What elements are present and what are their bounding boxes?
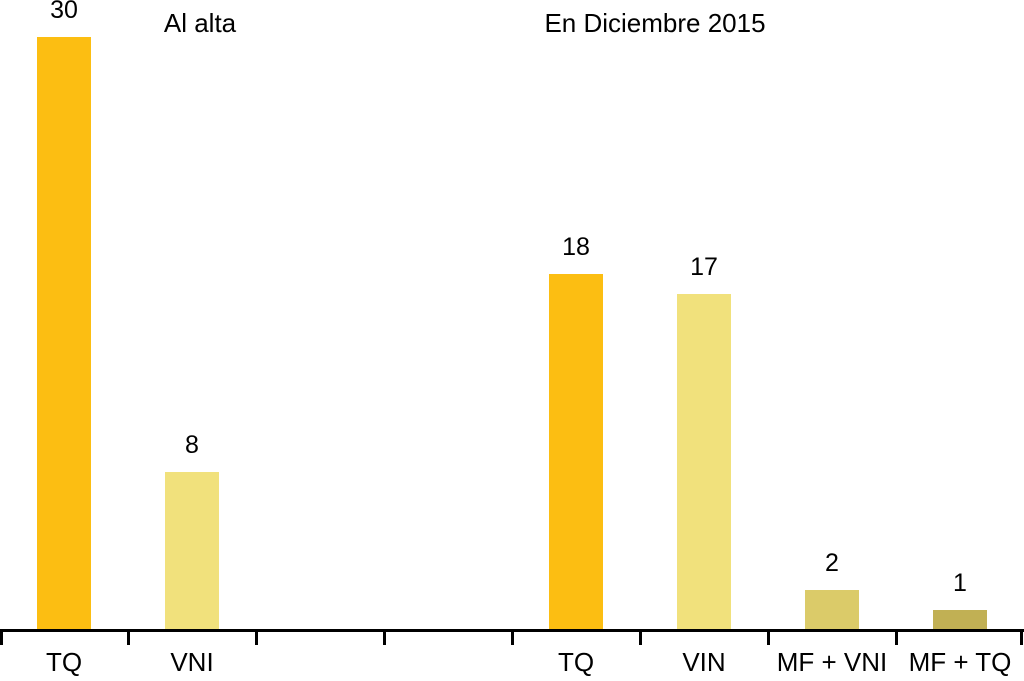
bar-value-label: 2 (825, 549, 839, 577)
x-axis-label: VNI (170, 647, 214, 677)
bar-al-alta-tq (37, 37, 91, 630)
axis-tick (254, 629, 258, 645)
x-axis-label: MF + VNI (776, 647, 888, 677)
left-group-title: Al alta (163, 8, 237, 38)
bar-value-label: 17 (690, 253, 718, 281)
axis-tick (0, 629, 3, 645)
chart-title: En Diciembre 2015 (544, 8, 766, 38)
bar-value-label: 1 (953, 569, 967, 597)
axis-tick (382, 629, 386, 645)
x-axis-label: MF + TQ (908, 647, 1012, 677)
x-axis-label: TQ (557, 647, 595, 677)
bar-value-label: 8 (185, 431, 199, 459)
x-axis-line (0, 629, 1024, 632)
x-axis-label: VIN (682, 647, 726, 677)
axis-tick (638, 629, 642, 645)
bar-en-diciembre-2015-mf-vni (805, 590, 859, 630)
axis-tick (766, 629, 770, 645)
axis-tick (126, 629, 130, 645)
bar-value-label: 18 (562, 233, 590, 261)
bar-en-diciembre-2015-tq (549, 274, 603, 630)
x-axis-label: TQ (45, 647, 83, 677)
bar-value-label: 30 (50, 0, 78, 24)
axis-tick (1019, 629, 1023, 645)
axis-tick (510, 629, 514, 645)
axis-tick (894, 629, 898, 645)
bar-en-diciembre-2015-mf-tq (933, 610, 987, 630)
bar-al-alta-vni (165, 472, 219, 630)
bar-en-diciembre-2015-vin (677, 294, 731, 630)
